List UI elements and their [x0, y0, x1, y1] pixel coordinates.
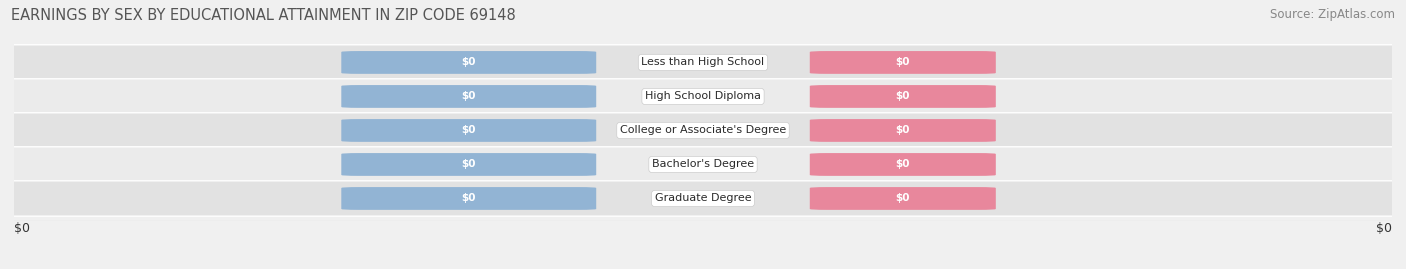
FancyBboxPatch shape: [810, 119, 995, 142]
FancyBboxPatch shape: [0, 181, 1406, 216]
Text: $0: $0: [461, 193, 477, 203]
FancyBboxPatch shape: [0, 45, 1406, 80]
FancyBboxPatch shape: [342, 85, 596, 108]
Text: College or Associate's Degree: College or Associate's Degree: [620, 125, 786, 136]
Text: Graduate Degree: Graduate Degree: [655, 193, 751, 203]
Text: EARNINGS BY SEX BY EDUCATIONAL ATTAINMENT IN ZIP CODE 69148: EARNINGS BY SEX BY EDUCATIONAL ATTAINMEN…: [11, 8, 516, 23]
FancyBboxPatch shape: [0, 79, 1406, 114]
FancyBboxPatch shape: [342, 51, 596, 74]
Text: Less than High School: Less than High School: [641, 58, 765, 68]
Text: Source: ZipAtlas.com: Source: ZipAtlas.com: [1270, 8, 1395, 21]
Text: $0: $0: [896, 125, 910, 136]
FancyBboxPatch shape: [810, 187, 995, 210]
FancyBboxPatch shape: [810, 85, 995, 108]
Text: $0: $0: [896, 91, 910, 101]
FancyBboxPatch shape: [342, 119, 596, 142]
Text: $0: $0: [461, 91, 477, 101]
Text: $0: $0: [896, 193, 910, 203]
Text: $0: $0: [14, 222, 30, 235]
Text: $0: $0: [461, 125, 477, 136]
Text: Bachelor's Degree: Bachelor's Degree: [652, 160, 754, 169]
Text: High School Diploma: High School Diploma: [645, 91, 761, 101]
Text: $0: $0: [1376, 222, 1392, 235]
FancyBboxPatch shape: [0, 147, 1406, 182]
Text: $0: $0: [461, 160, 477, 169]
Text: $0: $0: [896, 160, 910, 169]
FancyBboxPatch shape: [342, 153, 596, 176]
FancyBboxPatch shape: [342, 187, 596, 210]
FancyBboxPatch shape: [0, 113, 1406, 148]
FancyBboxPatch shape: [810, 153, 995, 176]
Text: $0: $0: [896, 58, 910, 68]
FancyBboxPatch shape: [810, 51, 995, 74]
Text: $0: $0: [461, 58, 477, 68]
